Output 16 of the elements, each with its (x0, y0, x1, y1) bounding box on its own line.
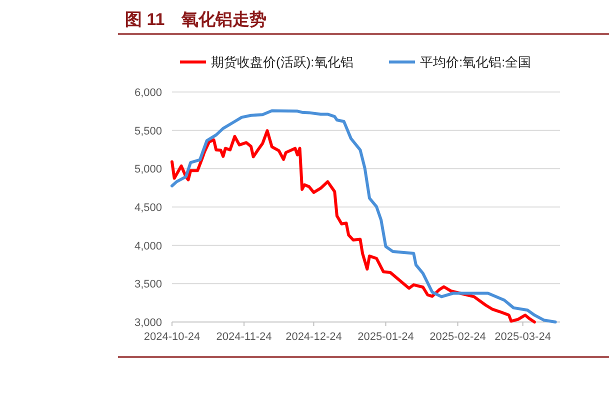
chart-title: 图 11 氧化铝走势 (125, 10, 267, 29)
y-tick-label: 6,000 (134, 87, 162, 99)
legend-label: 期货收盘价(活跃):氧化铝 (211, 54, 354, 70)
x-tick-label: 2025-02-24 (430, 331, 486, 343)
y-tick-label: 5,500 (134, 125, 162, 138)
y-tick-label: 4,000 (134, 240, 162, 252)
x-tick-label: 2024-12-24 (286, 331, 342, 343)
legend-label: 平均价:氧化铝:全国 (420, 54, 532, 70)
x-tick-label: 2024-10-24 (144, 331, 200, 343)
x-tick-label: 2024-11-24 (216, 331, 272, 343)
y-tick-label: 4,500 (134, 202, 162, 214)
y-tick-label: 5,000 (134, 164, 162, 176)
y-tick-label: 3,500 (134, 278, 162, 291)
x-tick-label: 2025-01-24 (358, 331, 414, 343)
x-tick-label: 2025-03-24 (494, 331, 551, 343)
y-tick-label: 3,000 (134, 317, 162, 329)
